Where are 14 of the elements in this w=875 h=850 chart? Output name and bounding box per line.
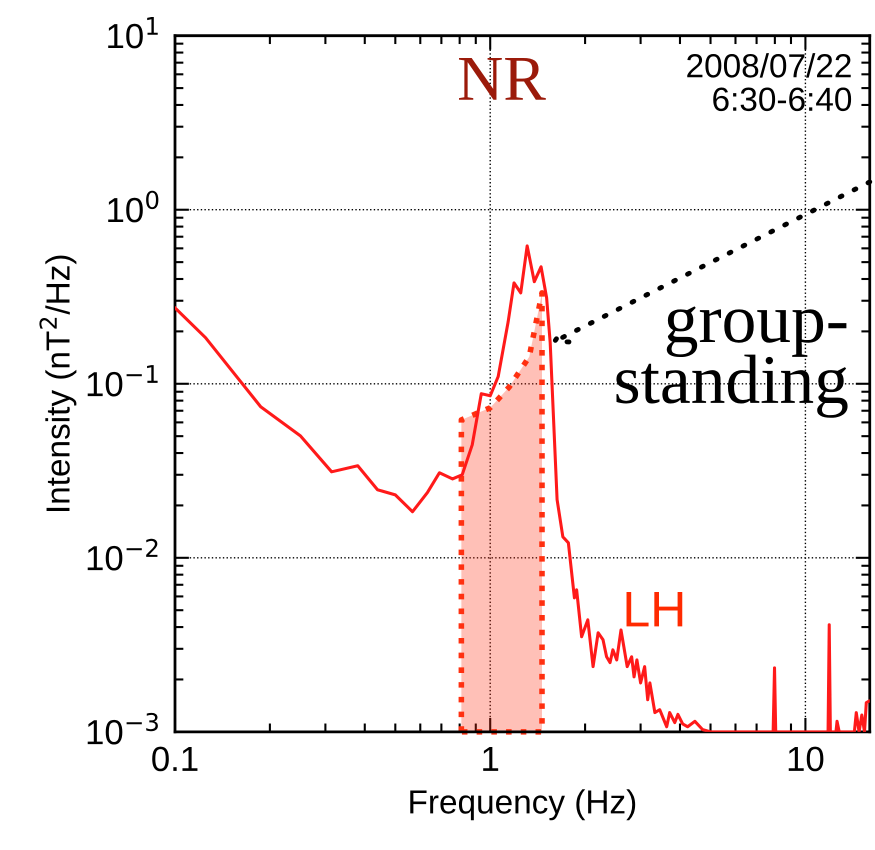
y-axis-title: Intensity (nT$^{2}$/Hz) (39, 256, 76, 512)
x-tick-label: 10 (788, 746, 824, 772)
y-tick-label: 10$^{−2}$ (88, 538, 158, 570)
y-tick-label: 10$^{1}$ (108, 17, 158, 48)
annotation: 2008/07/22 6:30-6:40 (687, 53, 852, 112)
x-tick-label: 1 (483, 747, 498, 771)
x-axis-title: Frequency (Hz) (410, 789, 636, 820)
annotation: LH (626, 592, 682, 626)
annotation: NR (458, 58, 546, 100)
x-tick-label: 0.1 (152, 746, 198, 772)
y-tick-label: 10$^{−1}$ (88, 365, 158, 396)
annotation: group- standing (616, 306, 848, 418)
y-tick-label: 10$^{−3}$ (88, 712, 158, 745)
y-tick-label: 10$^{0}$ (108, 190, 158, 222)
